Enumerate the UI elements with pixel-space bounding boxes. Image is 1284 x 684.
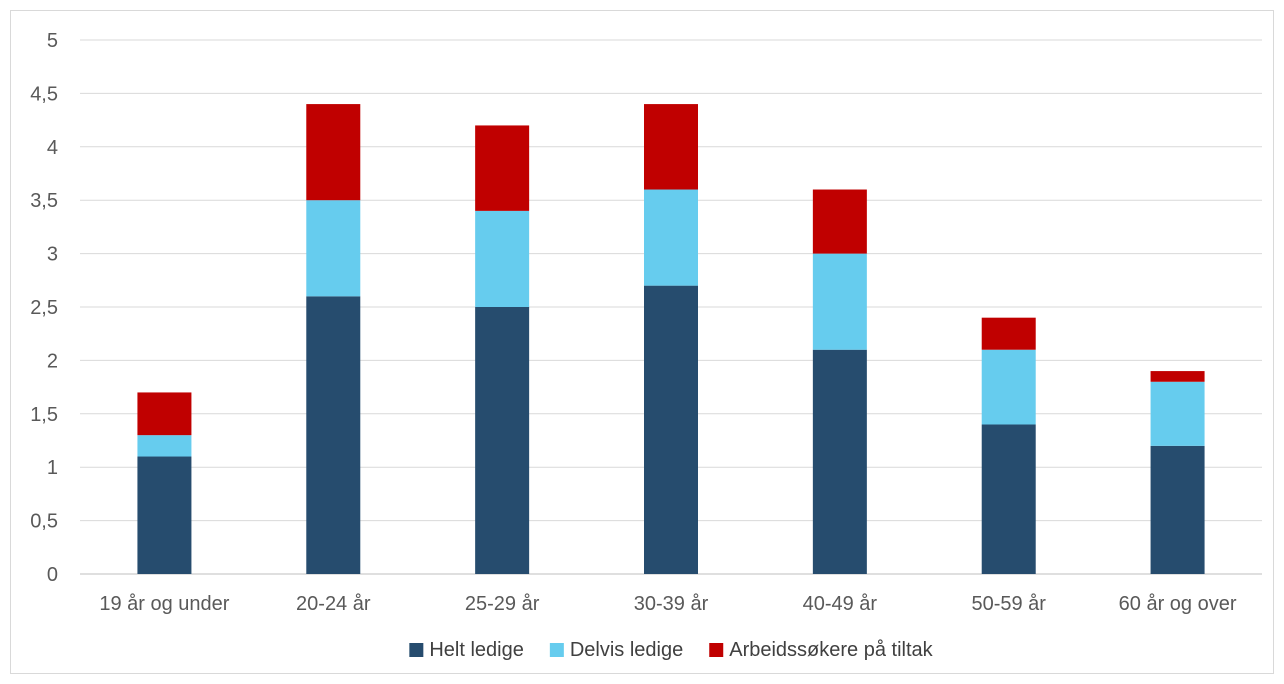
bar-segment xyxy=(644,104,698,190)
bar-segment xyxy=(981,349,1036,425)
y-tick-label: 2 xyxy=(47,350,58,372)
bar-segment xyxy=(812,349,867,574)
y-axis: 0 0,5 1 1,5 2 2,5 3 3,5 4 4,5 5 xyxy=(30,30,58,586)
x-tick-label: 60 år og over xyxy=(1119,593,1237,615)
x-axis: 19 år og under 20-24 år 25-29 år 30-39 år 40… xyxy=(99,593,1236,615)
legend-swatch xyxy=(709,643,724,657)
x-tick-label: 25-29 år xyxy=(465,593,540,615)
bar-segment xyxy=(644,189,698,286)
bar-segment xyxy=(812,253,867,350)
x-tick-label: 50-59 år xyxy=(971,593,1046,615)
bar-segment xyxy=(137,435,192,457)
bar-segment xyxy=(137,456,192,574)
bar-segment xyxy=(475,307,530,574)
x-tick-label: 19 år og under xyxy=(99,593,229,615)
y-tick-label: 4 xyxy=(47,137,58,159)
bar-segment xyxy=(1150,381,1205,446)
y-tick-label: 0 xyxy=(47,564,58,586)
y-tick-label: 3 xyxy=(47,244,58,266)
chart-frame xyxy=(10,10,1274,674)
x-tick-label: 30-39 år xyxy=(634,593,709,615)
bar-segment xyxy=(306,296,361,574)
bar-segment xyxy=(981,424,1036,574)
bar-segment xyxy=(475,210,530,307)
y-tick-label: 1 xyxy=(47,457,58,479)
y-tick-label: 1,5 xyxy=(30,404,58,426)
bar-segment xyxy=(475,125,530,211)
legend-label: Helt ledige xyxy=(429,639,524,661)
y-tick-label: 0,5 xyxy=(30,511,58,533)
bar-segment xyxy=(137,392,192,436)
legend-swatch xyxy=(549,643,564,657)
bar-segment xyxy=(812,189,867,254)
legend-swatch xyxy=(409,643,424,657)
bars xyxy=(137,104,1205,574)
x-tick-label: 20-24 år xyxy=(296,593,371,615)
bar-segment xyxy=(644,285,698,574)
bar-segment xyxy=(1150,371,1205,382)
legend-label: Arbeidssøkere på tiltak xyxy=(729,639,933,661)
bar-segment xyxy=(306,200,361,297)
bar-segment xyxy=(306,104,361,201)
y-tick-label: 2,5 xyxy=(30,297,58,319)
legend-label: Delvis ledige xyxy=(570,639,683,661)
bar-segment xyxy=(981,317,1036,350)
legend: Helt ledige Delvis ledige Arbeidssøkere på… xyxy=(409,639,934,661)
x-tick-label: 40-49 år xyxy=(803,593,878,615)
y-tick-label: 4,5 xyxy=(30,83,58,105)
y-tick-label: 5 xyxy=(47,30,58,52)
y-tick-label: 3,5 xyxy=(30,190,58,212)
bar-segment xyxy=(1150,445,1205,574)
